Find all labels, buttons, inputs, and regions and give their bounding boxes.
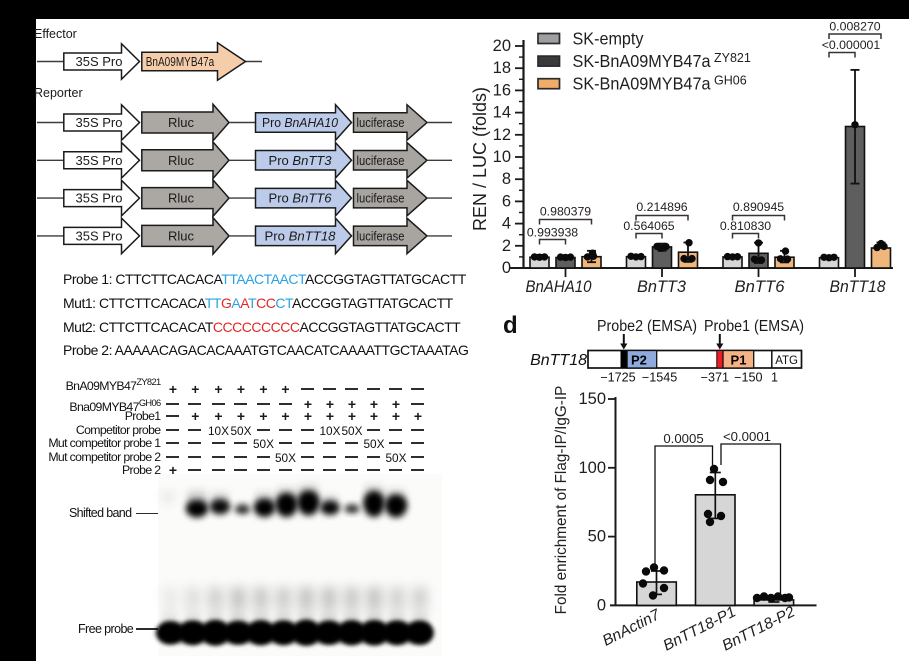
- svg-text:35S Pro: 35S Pro: [76, 115, 123, 130]
- svg-text:0.993938: 0.993938: [527, 225, 578, 239]
- svg-text:d: d: [503, 312, 518, 339]
- svg-text:2: 2: [502, 237, 511, 255]
- svg-text:35S Pro: 35S Pro: [76, 54, 123, 69]
- svg-text:Pro BnTT3: Pro BnTT3: [269, 153, 333, 168]
- svg-text:SK-empty: SK-empty: [573, 29, 644, 49]
- svg-text:BnTT3: BnTT3: [637, 278, 687, 296]
- svg-text:<0.0001: <0.0001: [723, 429, 771, 444]
- svg-text:10: 10: [493, 148, 511, 166]
- svg-text:Rluc: Rluc: [168, 191, 195, 206]
- svg-text:SK-BnA09MYB47a: SK-BnA09MYB47a: [573, 74, 711, 94]
- svg-text:BnTT18: BnTT18: [830, 278, 887, 296]
- svg-text:Rluc: Rluc: [168, 228, 195, 243]
- svg-text:luciferase: luciferase: [357, 116, 405, 130]
- svg-text:0.890945: 0.890945: [733, 200, 784, 214]
- svg-text:ZY821: ZY821: [714, 51, 751, 65]
- svg-text:Fold enrichment of Flag-IP/IgG: Fold enrichment of Flag-IP/IgG-IP: [553, 386, 570, 615]
- svg-text:14: 14: [493, 104, 511, 122]
- svg-text:Probe1 (EMSA): Probe1 (EMSA): [704, 318, 804, 335]
- svg-text:−150: −150: [734, 371, 762, 385]
- svg-text:BnActin7: BnActin7: [600, 606, 664, 650]
- svg-text:0.810830: 0.810830: [720, 219, 771, 233]
- svg-text:<0.000001: <0.000001: [822, 38, 881, 52]
- svg-text:luciferase: luciferase: [357, 154, 405, 168]
- svg-text:4: 4: [502, 215, 511, 233]
- svg-text:Rluc: Rluc: [168, 153, 195, 168]
- svg-text:BnTT6: BnTT6: [735, 278, 786, 296]
- svg-text:0.980379: 0.980379: [540, 204, 591, 218]
- svg-text:12: 12: [493, 126, 511, 144]
- svg-text:50: 50: [588, 528, 606, 546]
- svg-text:0: 0: [597, 596, 606, 614]
- svg-text:P1: P1: [731, 353, 747, 368]
- svg-text:SK-BnA09MYB47a: SK-BnA09MYB47a: [573, 51, 711, 71]
- svg-text:REN / LUC (folds): REN / LUC (folds): [470, 87, 490, 231]
- svg-text:Pro BnAHA10: Pro BnAHA10: [262, 115, 339, 130]
- svg-text:150: 150: [578, 390, 606, 408]
- svg-text:0.214896: 0.214896: [636, 200, 687, 214]
- svg-text:BnA09MYB47a: BnA09MYB47a: [146, 54, 215, 69]
- svg-text:18: 18: [493, 59, 511, 77]
- svg-text:Pro BnTT18: Pro BnTT18: [265, 228, 337, 243]
- svg-text:35S Pro: 35S Pro: [76, 191, 123, 206]
- svg-text:BnTT18: BnTT18: [530, 352, 587, 369]
- svg-text:luciferase: luciferase: [357, 192, 405, 206]
- svg-text:BnAHA10: BnAHA10: [526, 278, 593, 296]
- svg-text:−1545: −1545: [642, 371, 677, 385]
- svg-text:GH06: GH06: [714, 74, 747, 88]
- svg-text:P2: P2: [631, 353, 647, 368]
- svg-text:100: 100: [578, 459, 606, 477]
- svg-text:ATG: ATG: [775, 355, 798, 367]
- svg-text:0.564065: 0.564065: [623, 219, 674, 233]
- svg-text:20: 20: [493, 37, 511, 55]
- svg-text:6: 6: [502, 192, 511, 210]
- svg-text:0.008270: 0.008270: [829, 19, 880, 33]
- svg-text:35S Pro: 35S Pro: [76, 153, 123, 168]
- svg-text:Reporter: Reporter: [34, 86, 83, 100]
- svg-text:8: 8: [502, 170, 511, 188]
- svg-text:Effector: Effector: [34, 27, 77, 41]
- svg-text:Probe2 (EMSA): Probe2 (EMSA): [597, 318, 697, 335]
- svg-text:Pro BnTT6: Pro BnTT6: [269, 191, 333, 206]
- svg-text:35S Pro: 35S Pro: [76, 228, 123, 243]
- svg-text:1: 1: [771, 371, 778, 385]
- svg-text:16: 16: [493, 81, 511, 99]
- svg-text:−371: −371: [701, 371, 729, 385]
- svg-text:0: 0: [502, 259, 511, 277]
- svg-text:luciferase: luciferase: [357, 229, 405, 243]
- svg-text:Rluc: Rluc: [168, 115, 195, 130]
- svg-text:−1725: −1725: [600, 371, 635, 385]
- svg-text:0.0005: 0.0005: [663, 431, 703, 446]
